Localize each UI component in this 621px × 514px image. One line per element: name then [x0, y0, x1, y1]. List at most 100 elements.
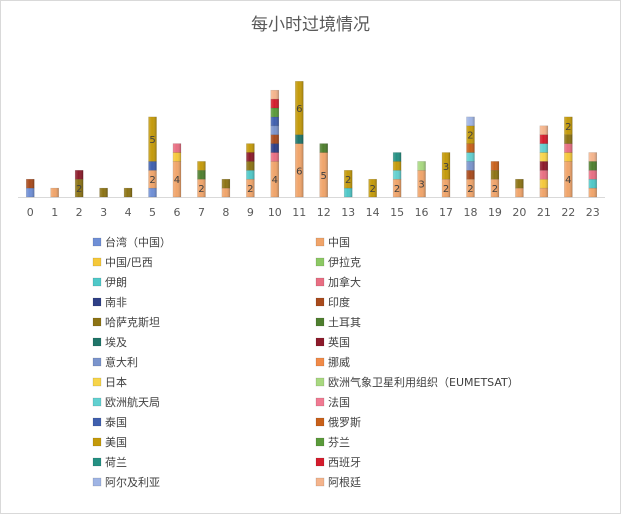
legend-swatch — [315, 437, 325, 447]
data-label: 2 — [149, 175, 155, 186]
legend-label: 西班牙 — [328, 456, 361, 469]
bar-segment-shading — [270, 116, 279, 126]
legend-swatch — [92, 477, 102, 487]
legend-swatch — [92, 397, 102, 407]
data-label: 2 — [443, 184, 449, 195]
legend-swatch — [92, 457, 102, 467]
data-label: 2 — [198, 184, 204, 195]
bar-segment-shading — [319, 143, 328, 153]
data-label: 5 — [149, 135, 155, 146]
bar-segment-shading — [588, 188, 597, 197]
bar-segment-shading — [588, 170, 597, 180]
bar-segment-shading — [295, 134, 304, 144]
x-tick-label: 2 — [76, 206, 83, 219]
legend-label: 哈萨克斯坦 — [105, 315, 160, 329]
bar-segment-shading — [246, 161, 255, 171]
bar-segment-shading — [417, 161, 426, 171]
bar-segment-shading — [148, 170, 157, 189]
legend-label: 中国/巴西 — [105, 256, 153, 269]
bar-segment-shading — [466, 170, 475, 180]
bar-segment-shading — [393, 179, 402, 197]
bar-segment-shading — [172, 143, 181, 153]
legend-item: 阿根廷 — [315, 475, 361, 489]
bar-segment-shading — [515, 188, 524, 197]
legend-item: 哈萨克斯坦 — [92, 315, 160, 329]
x-tick-label: 18 — [463, 206, 477, 219]
legend-swatch — [92, 237, 102, 247]
x-tick-label: 5 — [149, 206, 156, 219]
legend-item: 芬兰 — [315, 436, 350, 449]
legend-item: 法国 — [315, 395, 350, 409]
data-label: 4 — [565, 175, 571, 186]
legend-swatch — [315, 397, 325, 407]
bar-segment-shading — [564, 134, 573, 144]
x-tick-label: 3 — [100, 206, 107, 219]
x-tick-label: 6 — [173, 206, 180, 219]
legend-swatch — [92, 317, 102, 327]
legend-label: 印度 — [328, 295, 350, 309]
x-tick-label: 1 — [51, 206, 58, 219]
bar-segment-shading — [50, 188, 59, 197]
bar-segment-shading — [270, 143, 279, 153]
legend-swatch — [315, 477, 325, 487]
data-label: 5 — [321, 171, 327, 182]
legend-item: 伊拉克 — [315, 255, 361, 269]
legend-swatch — [315, 257, 325, 267]
bar-segment-shading — [564, 143, 573, 153]
bar-segment-shading — [270, 99, 279, 108]
legend-swatch — [92, 297, 102, 307]
bar-segment-shading — [490, 161, 499, 171]
bar-segment-shading — [197, 170, 206, 180]
legend-item: 印度 — [315, 295, 350, 309]
data-label: 4 — [174, 175, 180, 186]
legend-swatch — [315, 417, 325, 427]
bar-segment-shading — [442, 179, 451, 197]
legend-item: 伊朗 — [92, 276, 127, 289]
x-tick-label: 13 — [341, 206, 355, 219]
bar-segment-shading — [221, 188, 230, 197]
bar-segment-shading — [466, 143, 475, 153]
bar-segment-shading — [124, 188, 133, 197]
bar-segment-shading — [344, 170, 353, 189]
legend-swatch — [315, 377, 325, 387]
data-label: 3 — [443, 162, 449, 173]
bar-segment-shading — [319, 152, 328, 197]
legend-item: 日本 — [92, 375, 127, 389]
bar-segment-shading — [270, 152, 279, 162]
bar-segment-shading — [344, 188, 353, 197]
bar-segment-shading — [539, 125, 548, 135]
bar-segment-shading — [588, 161, 597, 171]
data-label: 6 — [296, 166, 302, 177]
data-label: 2 — [247, 184, 253, 195]
data-label: 2 — [394, 184, 400, 195]
legend-label: 美国 — [105, 436, 127, 449]
legend-label: 伊拉克 — [328, 255, 361, 269]
x-tick-label: 9 — [247, 206, 254, 219]
x-tick-label: 4 — [125, 206, 132, 219]
legend-swatch — [92, 377, 102, 387]
bar-segment-shading — [539, 152, 548, 162]
chart-title: 每小时过境情况 — [251, 15, 370, 35]
legend-swatch — [315, 357, 325, 367]
bar-segment-shading — [515, 179, 524, 189]
legend-label: 加拿大 — [328, 275, 361, 289]
legend-label: 日本 — [105, 375, 127, 389]
x-tick-label: 7 — [198, 206, 205, 219]
bar-segment-shading — [148, 116, 157, 162]
legend-label: 台湾（中国） — [105, 235, 171, 249]
legend-swatch — [92, 437, 102, 447]
legend-swatch — [315, 317, 325, 327]
legend-label: 法国 — [328, 395, 350, 409]
bar-segment-shading — [295, 81, 304, 135]
bar-segment-shading — [564, 152, 573, 162]
legend-label: 欧洲气象卫星利用组织（EUMETSAT） — [328, 375, 519, 389]
data-label: 2 — [76, 184, 82, 195]
bar-segment-shading — [539, 179, 548, 189]
bar-segment-shading — [246, 152, 255, 162]
bar-segment-shading — [197, 179, 206, 197]
bar-segment-shading — [442, 152, 451, 180]
legend-item: 挪威 — [315, 355, 350, 369]
legend-swatch — [315, 297, 325, 307]
legend-label: 中国 — [328, 236, 350, 249]
bar-segment-shading — [539, 134, 548, 144]
